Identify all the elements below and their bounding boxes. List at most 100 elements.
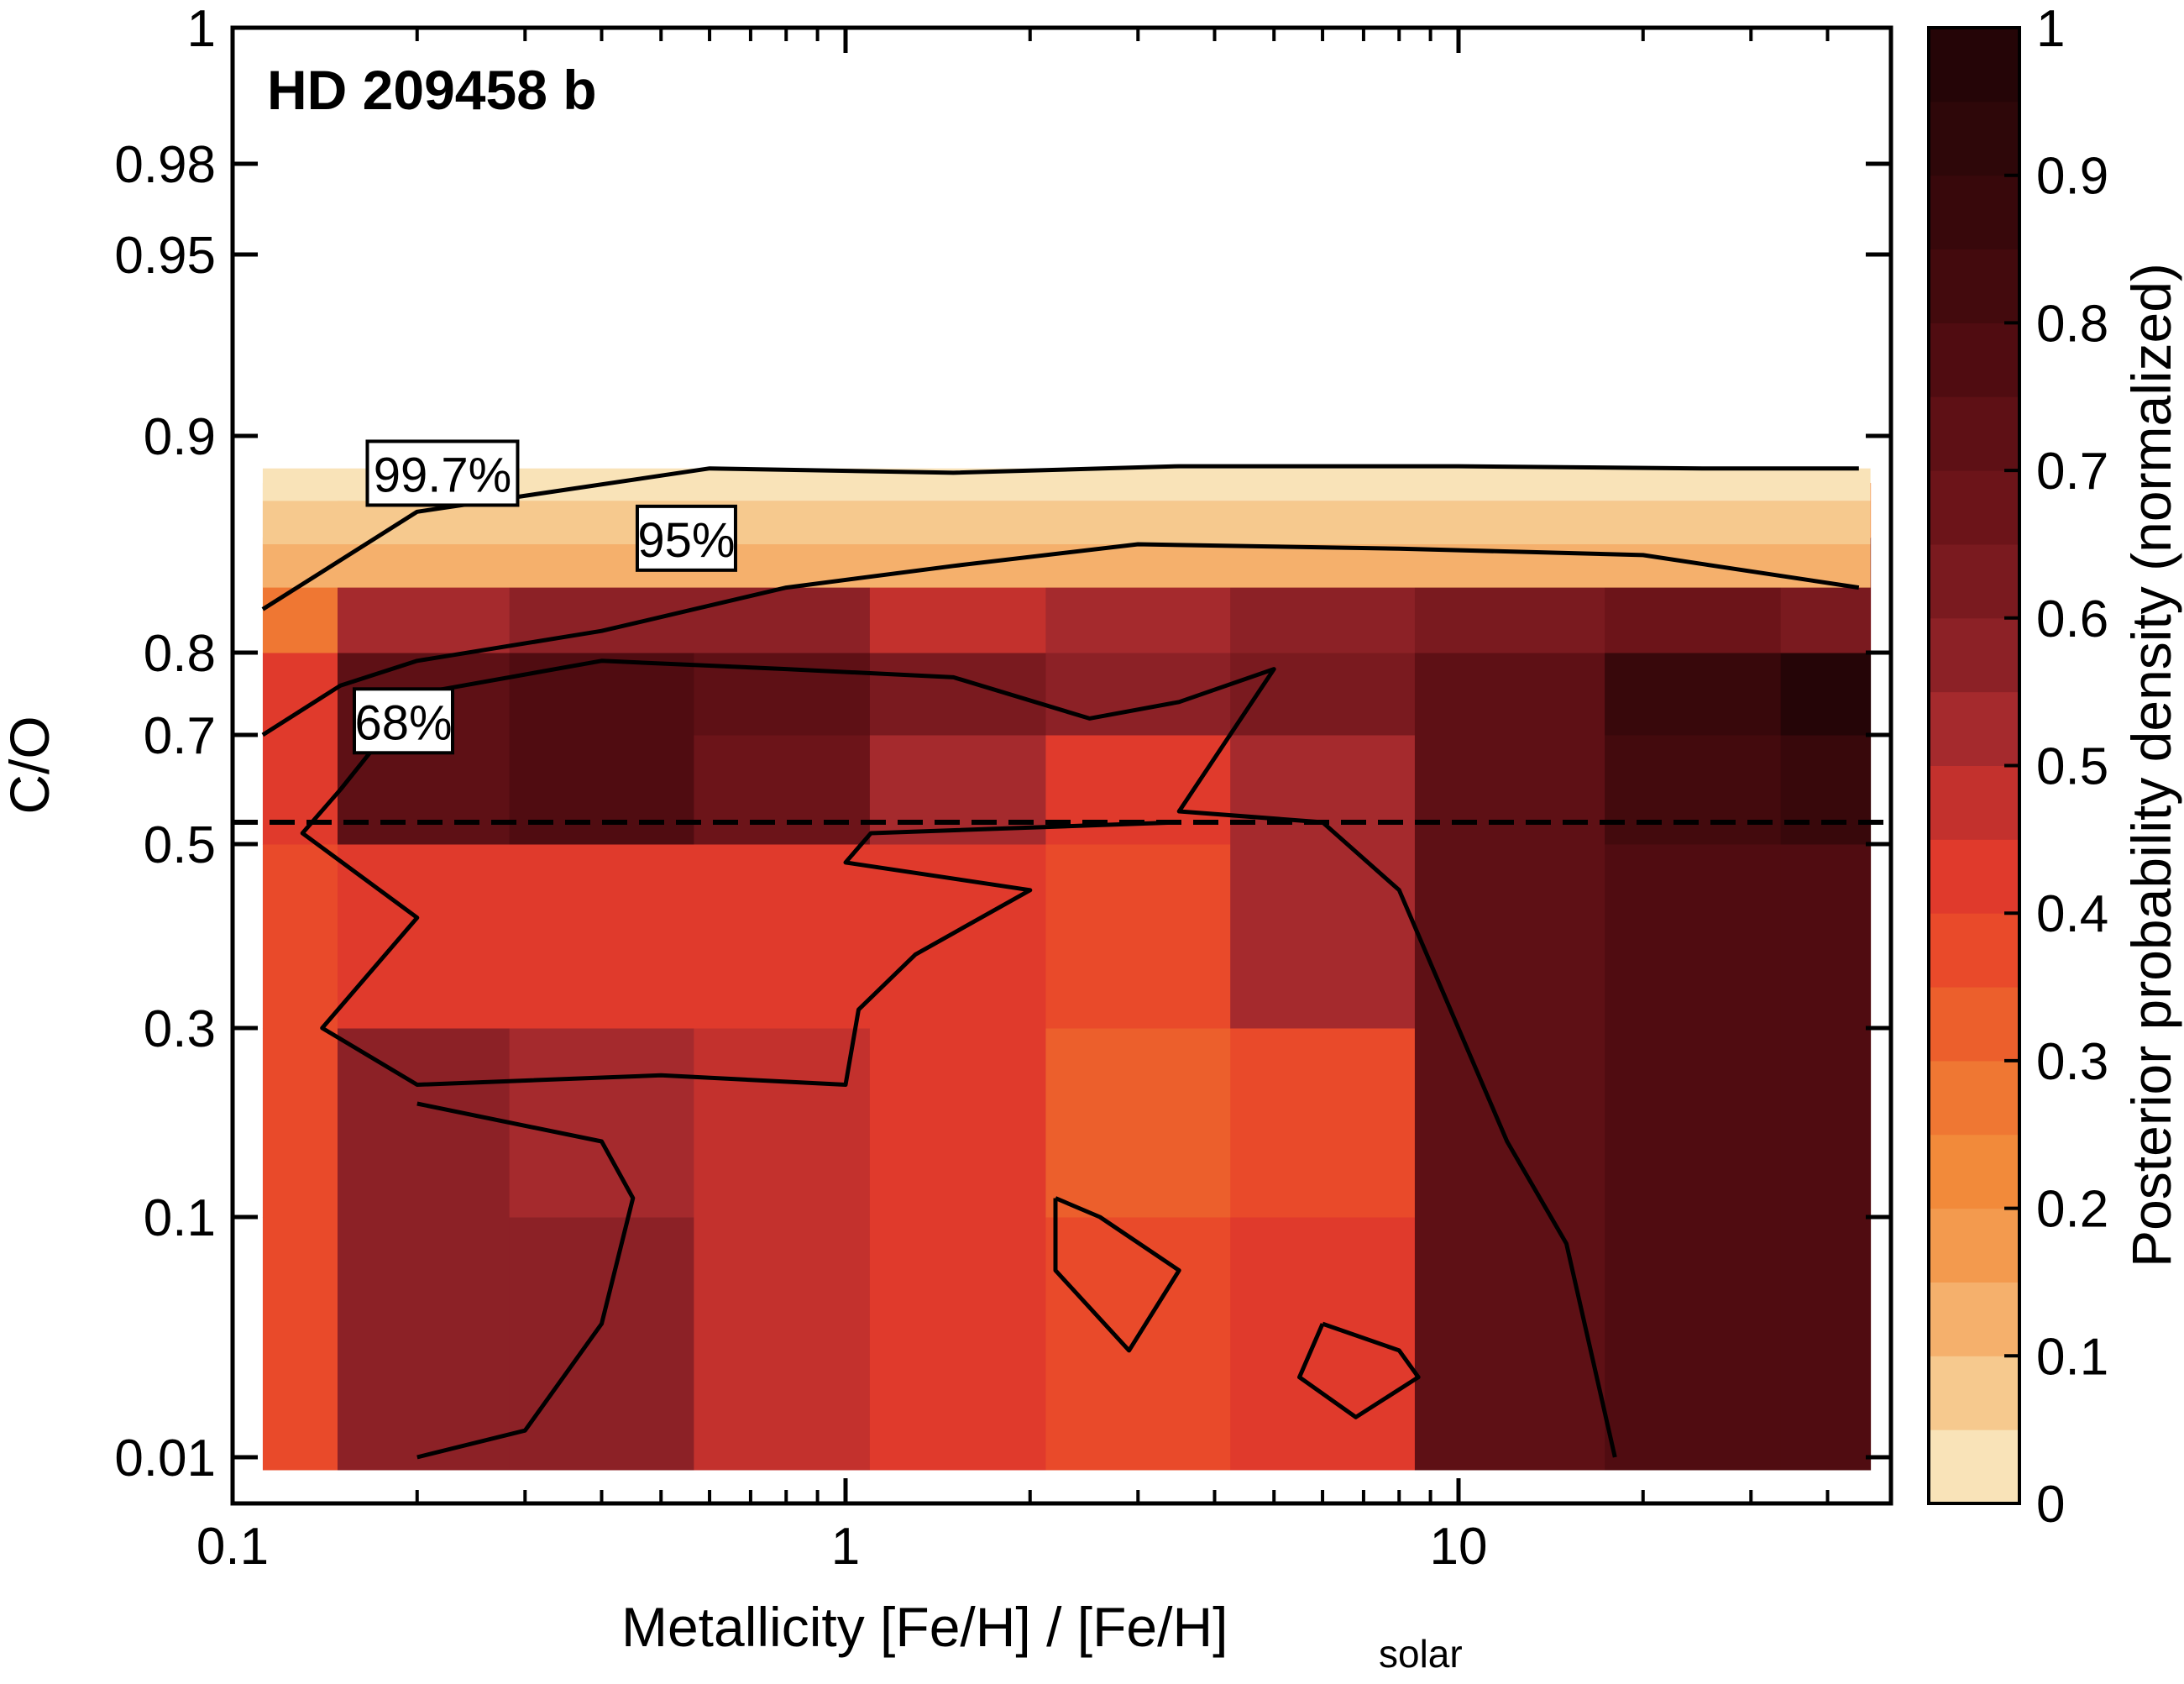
colorbar-tick-label: 0: [2036, 1476, 2065, 1534]
heatmap-cell: [262, 844, 338, 1029]
contour-label: 95%: [637, 513, 735, 568]
heatmap-cell: [1605, 844, 1782, 1029]
contour-label: 99.7%: [374, 448, 511, 502]
contour-68-left-patch: [416, 1101, 636, 1460]
colorbar-tick-label: 0.8: [2036, 295, 2108, 353]
heatmap-cell: [869, 844, 1046, 1029]
y-axis-title: C/O: [0, 716, 60, 814]
colorbar-band: [1929, 1208, 2019, 1283]
heatmap-cell: [869, 1028, 1046, 1218]
heatmap-cell: [1605, 735, 1782, 845]
contour-label-box: [352, 687, 454, 755]
y-tick-label: 0.8: [144, 625, 216, 683]
heatmap-cell: [869, 653, 1046, 736]
heatmap-cell: [1780, 653, 1872, 736]
colorbar-band: [1929, 175, 2019, 250]
colorbar-band: [1929, 249, 2019, 323]
y-tick-label: 0.7: [144, 707, 216, 765]
contour-low-density-island: [1297, 1321, 1421, 1419]
x-tick-label: 0.1: [196, 1518, 269, 1576]
x-tick-label: 10: [1430, 1518, 1488, 1576]
contour-label-box: [365, 439, 520, 507]
heatmap-cell: [694, 844, 871, 1029]
heatmap-cell: [694, 735, 871, 845]
x-tick-label: 1: [831, 1518, 860, 1576]
contour-labels: 99.7% 95% 68%: [352, 439, 737, 755]
heatmap-cell: [1414, 1217, 1605, 1471]
colorbar-band: [1929, 765, 2019, 840]
heatmap-cell: [1230, 1217, 1416, 1471]
heatmap-cell: [1780, 735, 1872, 845]
colorbar-tick-label: 1: [2036, 0, 2065, 58]
colorbar: [1927, 26, 2021, 1505]
colorbar-tick-label: 0.3: [2036, 1033, 2108, 1091]
colorbar-ticks: 0 0.1 0.2 0.3 0.4 0.5 0.6 0.7 0.8 0.9 1: [2004, 0, 2108, 1534]
x-axis-title: Metallicity [Fe/H] / [Fe/H]: [621, 1596, 1228, 1658]
colorbar-band: [1929, 543, 2019, 619]
y-tick-label: 0.98: [114, 136, 216, 194]
colorbar-band: [1929, 101, 2019, 176]
heatmap-cell: [1045, 1028, 1231, 1218]
heatmap-cell: [1045, 1217, 1231, 1471]
heatmap-cell: [509, 844, 694, 1029]
colorbar-title: Posterior probability density (normalize…: [2120, 263, 2182, 1267]
colorbar-band: [1929, 839, 2019, 914]
heatmap-cell: [1414, 1028, 1605, 1218]
colorbar-band: [1929, 1430, 2019, 1504]
colorbar-band: [1929, 1356, 2019, 1430]
heatmap-cell: [869, 1217, 1046, 1471]
colorbar-band: [1929, 1060, 2019, 1136]
heatmap-cell: [1605, 1217, 1782, 1471]
colorbar-tick-label: 0.4: [2036, 885, 2108, 943]
colorbar-tick-label: 0.5: [2036, 738, 2108, 796]
heatmap-cell: [1780, 1217, 1872, 1471]
colorbar-band: [1929, 323, 2019, 397]
plot-frame: [230, 25, 1893, 1506]
heatmap-cell: [509, 735, 694, 845]
heatmap-cell: [262, 735, 338, 845]
heatmap-cell: [1230, 653, 1416, 736]
colorbar-band: [1929, 396, 2019, 471]
contour-68-upper: [338, 658, 1617, 1458]
colorbar-tick-label: 0.7: [2036, 443, 2108, 501]
colorbar-band: [1929, 470, 2019, 545]
colorbar-tick-label: 0.1: [2036, 1328, 2108, 1386]
heatmap-cell: [1230, 735, 1416, 845]
y-tick-label: 0.95: [114, 227, 216, 285]
x-axis-ticks: 0.1 1 10: [196, 28, 1830, 1576]
contour-68-lower: [300, 788, 1180, 1087]
heatmap-cell: [337, 1028, 511, 1218]
contour-label: 68%: [354, 695, 452, 750]
contour-95: [261, 542, 1860, 737]
heatmap-cell: [509, 1217, 694, 1471]
panel-title: HD 209458 b: [267, 59, 597, 121]
colorbar-tick-label: 0.9: [2036, 148, 2108, 206]
y-tick-label: 0.5: [144, 816, 216, 874]
contour-label-box: [635, 504, 737, 572]
y-tick-label: 0.9: [144, 408, 216, 466]
heatmap-cell: [694, 1217, 871, 1471]
heatmap-cell: [1414, 844, 1605, 1029]
heatmap-cells: [262, 468, 1872, 1471]
colorbar-band: [1929, 1282, 2019, 1356]
heatmap-cell: [1045, 844, 1231, 1029]
heatmap-cell: [1230, 844, 1416, 1029]
heatmap-cell: [1780, 844, 1872, 1029]
contour-low-density-island: [1053, 1196, 1181, 1353]
y-tick-label: 0.01: [114, 1430, 216, 1487]
heatmap-cell: [1605, 653, 1782, 736]
heatmap-cell: [1414, 653, 1605, 736]
heatmap-cell: [337, 844, 511, 1029]
heatmap-cell: [509, 653, 694, 736]
colorbar-band: [1929, 28, 2019, 102]
heatmap-fringe-band: [262, 501, 1871, 544]
colorbar-band: [1929, 1134, 2019, 1209]
heatmap-cell: [1230, 1028, 1416, 1218]
heatmap-cell: [262, 1217, 338, 1471]
heatmap-cell: [1605, 1028, 1782, 1218]
heatmap-cell: [262, 1028, 338, 1218]
colorbar-band: [1929, 691, 2019, 766]
heatmap-cell: [694, 1028, 871, 1218]
heatmap-cell: [1414, 735, 1605, 845]
